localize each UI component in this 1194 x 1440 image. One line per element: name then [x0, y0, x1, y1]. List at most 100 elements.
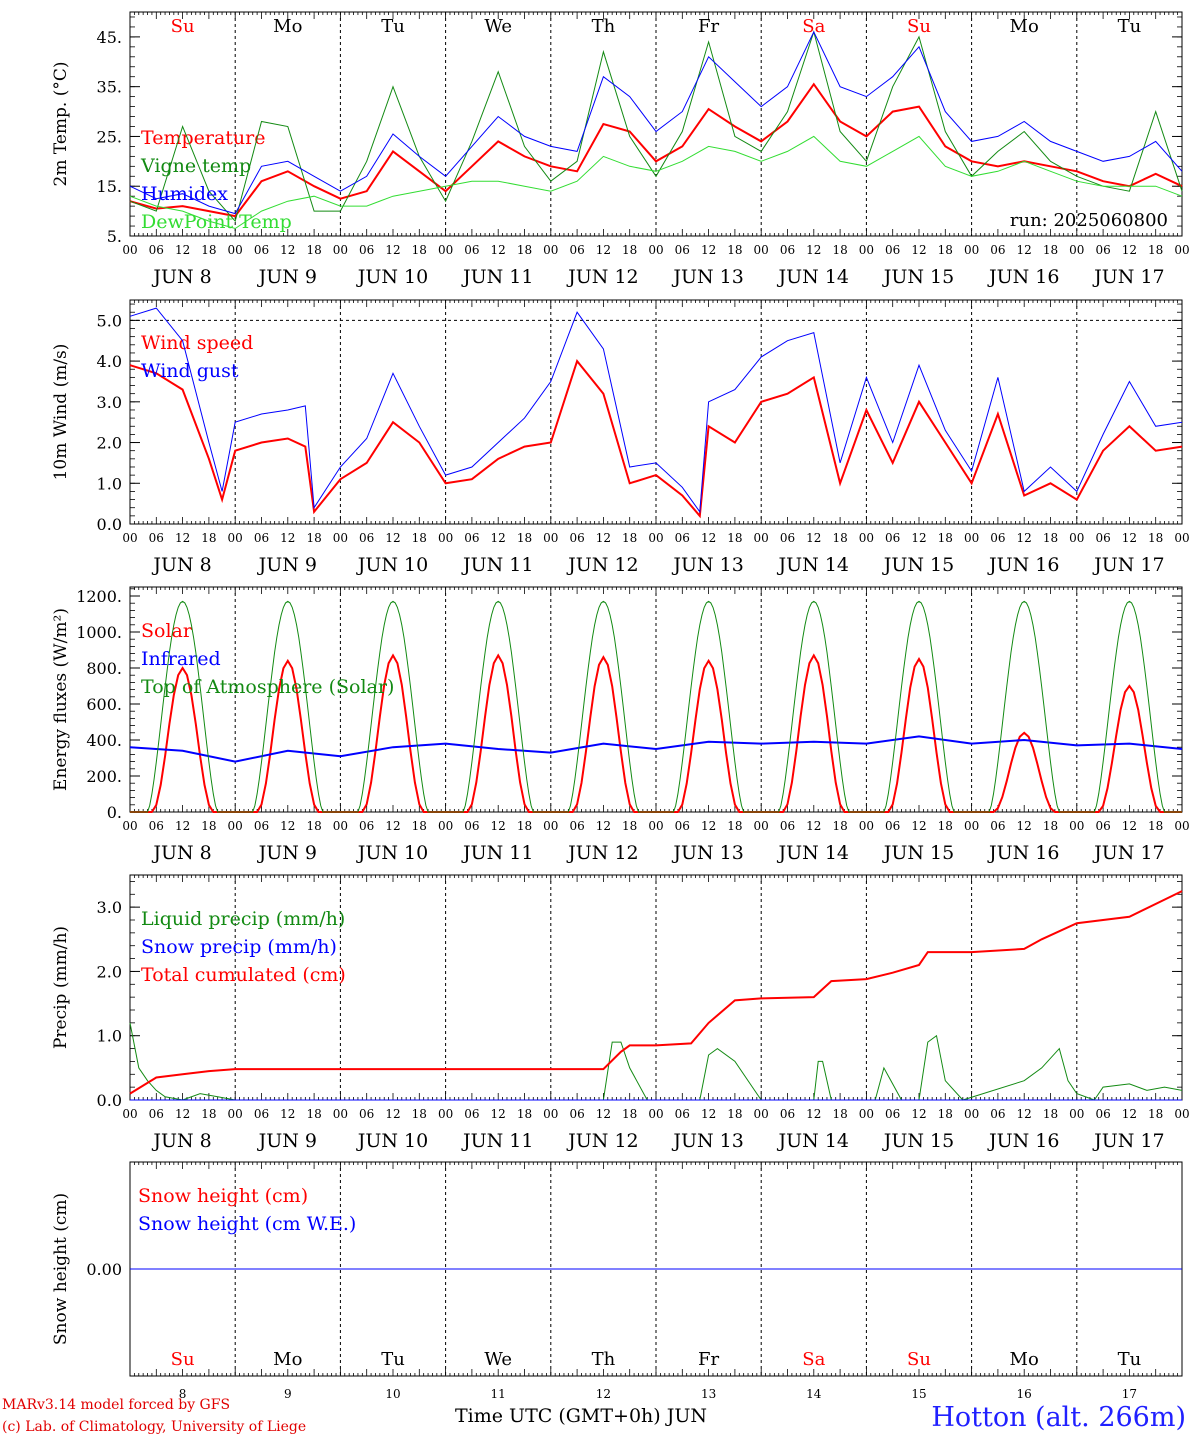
- date-label: JUN 12: [566, 842, 638, 864]
- series-line-infrared: [129, 735, 1183, 763]
- legend-entry: Snow precip (mm/h): [141, 936, 337, 958]
- hour-tick-label: 00: [859, 819, 874, 833]
- hour-tick-label: 18: [201, 819, 216, 833]
- hour-tick-label: 18: [201, 531, 216, 545]
- date-label: JUN 11: [461, 266, 533, 288]
- hour-tick-label: 18: [938, 1107, 953, 1121]
- y-tick-label: 15.: [97, 177, 122, 196]
- day-number-label: 12: [596, 1387, 611, 1401]
- hour-tick-label: 18: [412, 243, 427, 257]
- date-label: JUN 16: [987, 842, 1059, 864]
- weekday-label: Su: [171, 16, 195, 37]
- y-tick-label: 400.: [86, 731, 122, 750]
- hour-tick-label: 18: [201, 243, 216, 257]
- y-tick-label: 600.: [86, 695, 122, 714]
- hour-tick-label: 06: [1095, 243, 1110, 257]
- hour-tick-label: 12: [491, 531, 506, 545]
- hour-tick-label: 18: [938, 819, 953, 833]
- hour-tick-label: 06: [885, 531, 900, 545]
- hour-tick-label: 06: [149, 531, 164, 545]
- hour-tick-label: 18: [727, 243, 742, 257]
- date-label: JUN 17: [1092, 1130, 1164, 1152]
- date-label: JUN 15: [882, 266, 954, 288]
- hour-tick-label: 00: [859, 531, 874, 545]
- hour-tick-label: 18: [412, 1107, 427, 1121]
- hour-tick-label: 12: [175, 1107, 190, 1121]
- hour-tick-label: 00: [543, 819, 558, 833]
- date-label: JUN 12: [566, 554, 638, 576]
- y-tick-label: 1200.: [76, 587, 122, 606]
- y-tick-label: 0.0: [97, 1091, 122, 1110]
- hour-tick-label: 00: [648, 243, 663, 257]
- hour-tick-label: 00: [754, 1107, 769, 1121]
- date-label: JUN 10: [356, 842, 428, 864]
- hour-tick-label: 12: [491, 243, 506, 257]
- day-number-label: 14: [806, 1387, 822, 1401]
- hour-tick-label: 06: [569, 531, 584, 545]
- hour-tick-label: 00: [333, 1107, 348, 1121]
- hour-tick-label: 00: [1069, 531, 1084, 545]
- hour-tick-label: 00: [1174, 819, 1189, 833]
- weekday-label: Mo: [273, 16, 302, 37]
- day-number-label: 15: [911, 1387, 926, 1401]
- y-tick-label: 45.: [97, 28, 122, 47]
- hour-tick-label: 00: [648, 1107, 663, 1121]
- series-line-vigne-temp: [129, 30, 1183, 223]
- y-tick-label: 1.0: [97, 1027, 122, 1046]
- hour-tick-label: 18: [201, 1107, 216, 1121]
- hour-tick-label: 18: [517, 1107, 532, 1121]
- hour-tick-label: 00: [438, 243, 453, 257]
- hour-tick-label: 06: [675, 243, 690, 257]
- hour-tick-label: 12: [280, 819, 295, 833]
- hour-tick-label: 18: [832, 243, 847, 257]
- hour-tick-label: 06: [675, 1107, 690, 1121]
- hour-tick-label: 06: [254, 531, 269, 545]
- hour-tick-label: 18: [1148, 531, 1163, 545]
- weekday-label: Th: [592, 16, 616, 37]
- date-label: JUN 11: [461, 842, 533, 864]
- hour-tick-label: 06: [780, 1107, 795, 1121]
- y-tick-label: 1.0: [97, 474, 122, 493]
- series-line-liquid-precip-mm-h-: [129, 1022, 1183, 1101]
- y-tick-label: 5.0: [97, 311, 122, 330]
- day-number-label: 8: [179, 1387, 187, 1401]
- day-number-label: 13: [701, 1387, 716, 1401]
- hour-tick-label: 18: [1043, 1107, 1058, 1121]
- weekday-label: Sa: [802, 16, 825, 37]
- hour-tick-label: 12: [491, 1107, 506, 1121]
- hour-tick-label: 12: [1017, 1107, 1032, 1121]
- y-tick-label: 800.: [86, 659, 122, 678]
- hour-tick-label: 06: [464, 1107, 479, 1121]
- date-label: JUN 10: [356, 554, 428, 576]
- panel-frame: [129, 586, 1183, 813]
- day-number-label: 16: [1017, 1387, 1032, 1401]
- y-tick-label: 200.: [86, 767, 122, 786]
- hour-tick-label: 06: [464, 819, 479, 833]
- hour-tick-label: 00: [333, 819, 348, 833]
- weekday-label: We: [484, 1349, 512, 1370]
- hour-tick-label: 18: [727, 531, 742, 545]
- hour-tick-label: 18: [1043, 243, 1058, 257]
- date-label: JUN 13: [671, 266, 743, 288]
- weekday-label: Tu: [381, 16, 405, 37]
- hour-tick-label: 12: [806, 243, 821, 257]
- hour-tick-label: 12: [911, 243, 926, 257]
- hour-tick-label: 12: [1122, 531, 1137, 545]
- hour-tick-label: 18: [1043, 819, 1058, 833]
- hour-tick-label: 12: [911, 1107, 926, 1121]
- legend-entry: Humidex: [141, 183, 228, 205]
- hour-tick-label: 06: [780, 243, 795, 257]
- legend-entry: Liquid precip (mm/h): [141, 908, 345, 930]
- hour-tick-label: 12: [701, 243, 716, 257]
- hour-tick-label: 06: [464, 531, 479, 545]
- date-label: JUN 8: [151, 842, 211, 864]
- date-label: JUN 8: [151, 266, 211, 288]
- y-axis-label: 2m Temp. (°C): [51, 61, 71, 186]
- hour-tick-label: 06: [780, 531, 795, 545]
- hour-tick-label: 00: [228, 531, 243, 545]
- time-axis-label: Time UTC (GMT+0h) JUN: [455, 1405, 707, 1427]
- hour-tick-label: 00: [228, 243, 243, 257]
- hour-tick-label: 12: [596, 531, 611, 545]
- hour-tick-label: 18: [517, 819, 532, 833]
- weekday-label: Su: [907, 16, 931, 37]
